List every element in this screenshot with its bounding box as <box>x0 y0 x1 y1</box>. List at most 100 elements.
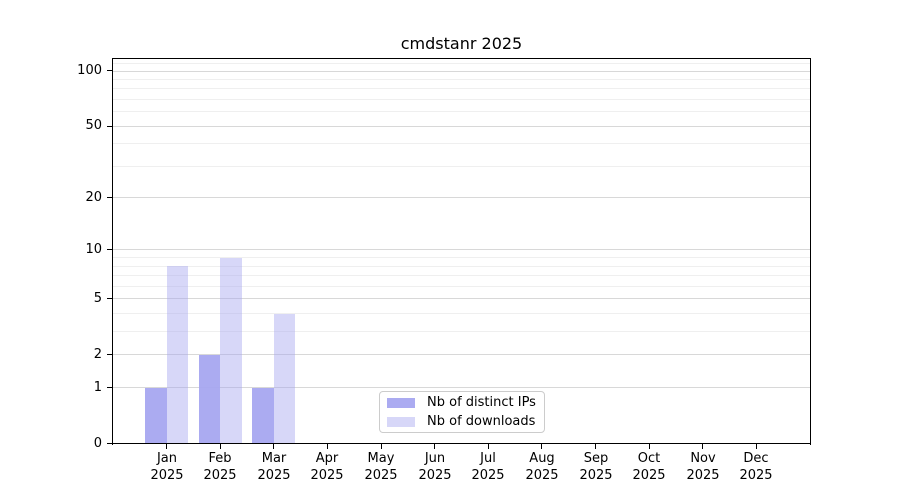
bar-nb-of-distinct-ips-mar <box>252 387 274 443</box>
y-axis-label: 100 <box>77 63 102 78</box>
bar-nb-of-downloads-mar <box>273 313 296 443</box>
x-axis-label-month: Jan <box>156 451 178 466</box>
y-gridline-major <box>113 197 810 199</box>
x-axis-tick <box>220 444 221 449</box>
x-axis-tick <box>649 444 650 449</box>
y-gridline-minor <box>113 275 810 277</box>
y-gridline-minor <box>113 285 810 287</box>
x-axis-label-month: Oct <box>637 451 661 466</box>
y-axis-label: 2 <box>93 347 102 362</box>
x-axis-label-month: Jul <box>480 451 496 466</box>
legend-item-downloads: Nb of downloads <box>387 414 544 430</box>
x-axis-label: Mar 2025 <box>242 450 306 484</box>
x-axis-label-year: 2025 <box>418 468 452 483</box>
y-gridline-major <box>113 70 810 72</box>
x-axis-tick <box>756 444 757 449</box>
y-gridline-major <box>113 298 810 300</box>
legend-item-distinct-ips: Nb of distinct IPs <box>387 395 544 411</box>
x-axis-label: Sep 2025 <box>564 450 628 484</box>
x-axis-label: Jan 2025 <box>135 450 199 484</box>
x-axis-label-month: Aug <box>529 451 555 466</box>
legend-swatch-downloads <box>387 416 415 427</box>
bar-nb-of-downloads-jan <box>166 266 188 443</box>
y-gridline-minor <box>113 313 810 315</box>
x-axis-label-month: Apr <box>315 451 339 466</box>
x-axis-label: May 2025 <box>349 450 413 484</box>
x-axis-label-month: Dec <box>743 451 769 466</box>
y-axis-tick <box>107 249 113 250</box>
legend: Nb of distinct IPs Nb of downloads <box>379 391 545 433</box>
x-axis-label-month: Jun <box>424 451 446 466</box>
y-gridline-minor <box>113 143 810 145</box>
x-axis-tick <box>541 444 542 449</box>
y-gridline-minor <box>113 331 810 333</box>
y-axis-tick <box>107 197 113 198</box>
x-axis-label: Nov 2025 <box>671 450 735 484</box>
x-axis-label-year: 2025 <box>632 468 666 483</box>
x-axis-label-month: Sep <box>583 451 609 466</box>
y-axis-label: 50 <box>85 118 102 133</box>
legend-label-downloads: Nb of downloads <box>427 413 536 429</box>
x-axis-label-year: 2025 <box>525 468 559 483</box>
x-axis-tick <box>166 444 167 449</box>
chart-title: cmdstanr 2025 <box>400 34 523 53</box>
x-axis-label: Jul 2025 <box>456 450 520 484</box>
x-axis-label-year: 2025 <box>150 468 184 483</box>
x-axis-label-year: 2025 <box>686 468 720 483</box>
y-axis-tick <box>107 70 113 71</box>
x-axis-tick <box>381 444 382 449</box>
spine-bottom <box>112 443 811 444</box>
spine-right <box>810 58 811 445</box>
legend-label-distinct-ips: Nb of distinct IPs <box>427 394 536 410</box>
y-axis-tick <box>107 443 113 444</box>
y-gridline-minor <box>113 98 810 100</box>
y-axis-tick <box>107 387 113 388</box>
x-axis-tick <box>327 444 328 449</box>
x-axis-tick <box>488 444 489 449</box>
y-gridline-major <box>113 125 810 127</box>
bar-nb-of-downloads-feb <box>220 257 242 443</box>
x-axis-label-month: Nov <box>690 451 716 466</box>
x-axis-label-year: 2025 <box>310 468 344 483</box>
y-gridline-minor <box>113 78 810 80</box>
y-axis-tick <box>107 298 113 299</box>
x-axis-label-month: Feb <box>208 451 232 466</box>
x-axis-tick <box>273 444 274 449</box>
x-axis-tick <box>434 444 435 449</box>
x-axis-tick <box>702 444 703 449</box>
x-axis-label: Dec 2025 <box>724 450 788 484</box>
x-axis-label-year: 2025 <box>471 468 505 483</box>
legend-swatch-distinct-ips <box>387 397 415 408</box>
x-axis-label-year: 2025 <box>739 468 773 483</box>
y-axis-label: 0 <box>93 436 102 451</box>
y-axis-label: 1 <box>93 380 102 395</box>
x-axis-label: Apr 2025 <box>295 450 359 484</box>
y-gridline-major <box>113 249 810 251</box>
x-axis-label-year: 2025 <box>364 468 398 483</box>
x-axis-label-year: 2025 <box>257 468 291 483</box>
y-axis-tick <box>107 354 113 355</box>
y-gridline-minor <box>113 88 810 90</box>
x-axis-label-month: Mar <box>261 451 287 466</box>
y-axis-tick <box>107 126 113 127</box>
x-axis-label: Jun 2025 <box>403 450 467 484</box>
x-axis-label-month: May <box>367 451 395 466</box>
x-axis-label-year: 2025 <box>579 468 613 483</box>
x-axis-label: Feb 2025 <box>188 450 252 484</box>
y-gridline-minor <box>113 62 810 64</box>
x-axis-tick <box>595 444 596 449</box>
bar-nb-of-distinct-ips-jan <box>145 387 167 443</box>
spine-left <box>112 58 113 445</box>
plot-area <box>113 58 810 443</box>
spine-top <box>112 58 811 59</box>
y-axis-label: 5 <box>93 291 102 306</box>
y-gridline-major <box>113 354 810 356</box>
y-gridline-minor <box>113 111 810 113</box>
y-gridline-major <box>113 387 810 388</box>
y-gridline-minor <box>113 165 810 167</box>
x-axis-label: Oct 2025 <box>617 450 681 484</box>
x-axis-label-year: 2025 <box>203 468 237 483</box>
y-axis-label: 20 <box>85 190 102 205</box>
y-gridline-minor <box>113 257 810 259</box>
